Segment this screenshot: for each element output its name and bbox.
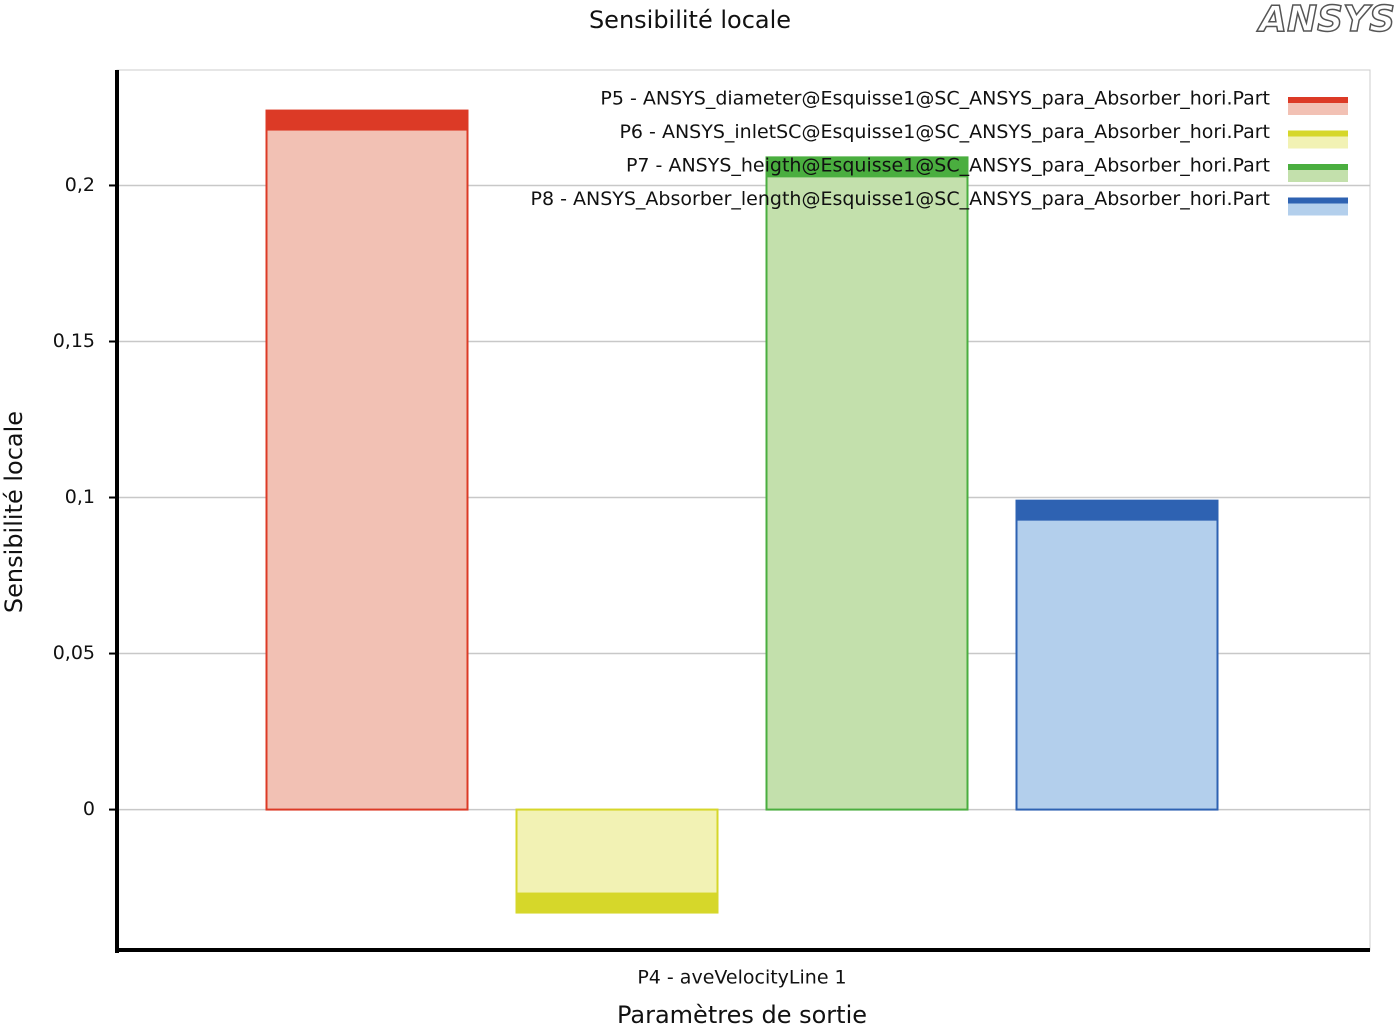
bar-cap [516, 892, 718, 913]
y-tick-label: 0,1 [65, 486, 95, 508]
y-tick-label: 0,15 [53, 330, 95, 352]
y-tick-label: 0,2 [65, 174, 95, 196]
x-axis-title: Paramètres de sortie [617, 1001, 867, 1029]
legend-swatch-edge [1288, 164, 1348, 170]
legend-swatch-edge [1288, 130, 1348, 137]
legend-label: P8 - ANSYS_Absorber_length@Esquisse1@SC_… [531, 188, 1270, 210]
legend-label: P6 - ANSYS_inletSC@Esquisse1@SC_ANSYS_pa… [619, 121, 1270, 143]
x-tick-label: P4 - aveVelocityLine 1 [637, 967, 846, 989]
y-tick-label: 0,05 [53, 642, 95, 664]
y-tick-label: 0 [83, 798, 95, 820]
bar-cap [266, 110, 468, 131]
chart-title: Sensibilité locale [589, 6, 791, 34]
bar [765, 156, 969, 811]
bar [265, 109, 469, 811]
bar [1015, 499, 1219, 811]
legend-swatch [1288, 134, 1348, 149]
legend-swatch [1288, 201, 1348, 216]
bar-cap [766, 157, 968, 178]
y-axis-title: Sensibilité locale [0, 411, 28, 613]
legend-label: P5 - ANSYS_diameter@Esquisse1@SC_ANSYS_p… [600, 88, 1270, 110]
bar-cap [1016, 500, 1218, 521]
legend-swatch-edge [1288, 197, 1348, 204]
logo: ANSYS [1256, 0, 1395, 40]
legend-swatch-edge [1288, 97, 1348, 103]
legend-swatch [1288, 101, 1348, 115]
legend-swatch [1288, 168, 1348, 182]
legend-label: P7 - ANSYS_heigth@Esquisse1@SC_ANSYS_par… [626, 155, 1270, 177]
